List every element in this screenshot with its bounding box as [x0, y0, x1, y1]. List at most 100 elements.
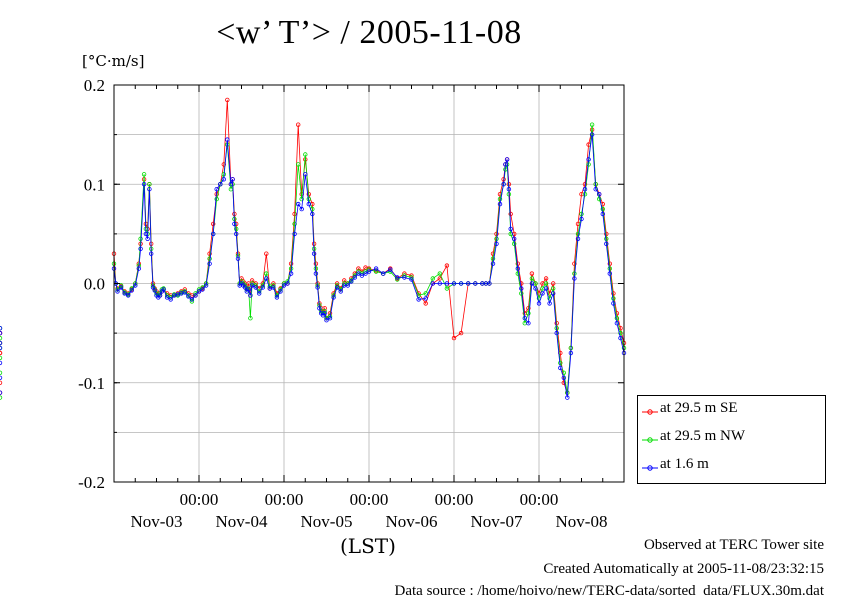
data-point — [547, 301, 552, 306]
data-point — [512, 236, 517, 241]
data-point — [0, 375, 3, 380]
y-axis-unit-label: [°C·m/s] — [82, 52, 145, 70]
chart-title: <w’ T’> / 2005-11-08 — [0, 14, 842, 52]
data-point — [503, 162, 508, 167]
data-point — [0, 326, 3, 331]
data-point — [125, 293, 131, 298]
data-point — [0, 360, 3, 366]
data-point — [322, 306, 327, 311]
data-point — [529, 276, 535, 281]
data-point — [497, 196, 503, 202]
x-day-label: Nov-03 — [131, 512, 183, 531]
data-point — [526, 311, 531, 316]
data-point — [264, 276, 269, 281]
data-point — [189, 297, 195, 302]
data-point — [402, 275, 407, 280]
data-point — [0, 335, 3, 341]
data-point — [203, 283, 209, 288]
data-point — [430, 281, 435, 286]
data-point — [515, 266, 520, 271]
data-point — [129, 288, 134, 293]
data-point — [168, 297, 173, 302]
data-point — [253, 285, 258, 290]
x-tick-time-label: 00:00 — [180, 490, 219, 509]
data-point — [618, 326, 623, 331]
data-point — [568, 350, 574, 356]
data-point — [593, 186, 598, 192]
data-point — [497, 201, 503, 207]
data-point — [285, 281, 290, 286]
y-tick-label: 0.2 — [84, 76, 105, 95]
data-point — [466, 281, 471, 286]
data-point — [230, 177, 235, 182]
data-point — [366, 269, 372, 274]
legend-marker-nw — [642, 437, 658, 443]
data-point — [322, 311, 327, 316]
data-point — [327, 316, 333, 321]
data-point — [614, 321, 620, 326]
axis-ticks: -0.2 -0.1 0.0 0.1 0.2 00:00 00:00 00:00 00:00 00:… — [78, 76, 624, 531]
data-point — [444, 263, 450, 268]
data-point — [233, 226, 239, 232]
data-point — [558, 365, 563, 371]
data-point — [338, 289, 343, 294]
data-point — [274, 295, 280, 300]
data-point — [533, 286, 538, 291]
legend-label-se: at 29.5 m SE — [660, 400, 738, 416]
x-axis-label: (LST) — [340, 534, 396, 558]
data-point — [147, 181, 152, 187]
data-point — [604, 241, 609, 246]
data-point — [0, 330, 3, 336]
series-layer — [0, 97, 627, 400]
data-point — [607, 271, 612, 276]
data-point — [501, 181, 506, 187]
data-point — [0, 370, 3, 375]
data-point — [303, 172, 308, 177]
data-point — [0, 380, 3, 385]
data-point — [0, 345, 3, 351]
legend-label-low: at 1.6 m — [660, 456, 709, 472]
data-point — [409, 277, 414, 282]
data-point — [536, 301, 542, 306]
data-point — [0, 395, 3, 400]
data-point — [193, 293, 198, 298]
data-point — [551, 281, 556, 286]
data-point — [490, 261, 496, 266]
data-point — [331, 295, 336, 300]
data-point — [423, 301, 428, 306]
data-point — [352, 275, 357, 280]
data-point — [618, 330, 623, 336]
data-point — [278, 289, 283, 294]
data-point — [529, 281, 535, 286]
data-point — [543, 281, 549, 286]
data-point — [575, 236, 581, 241]
data-point — [148, 251, 154, 256]
data-point — [207, 251, 212, 256]
x-tick-time-label: 00:00 — [435, 490, 474, 509]
data-point — [473, 281, 478, 286]
legend-label-nw: at 29.5 m NW — [660, 428, 745, 444]
data-point — [430, 276, 435, 281]
data-point — [264, 271, 269, 276]
y-tick-label: 0.0 — [84, 275, 105, 294]
data-point — [373, 269, 379, 274]
data-point — [458, 330, 464, 336]
data-point — [210, 221, 216, 227]
data-point — [303, 152, 308, 157]
chart-title-text: <w’ T’> / 2005-11-08 — [216, 14, 522, 51]
data-point — [388, 267, 393, 272]
data-point — [611, 301, 616, 306]
data-point — [164, 295, 170, 300]
data-point — [152, 288, 157, 293]
data-point — [143, 231, 149, 237]
data-point — [508, 226, 513, 232]
data-point — [0, 390, 3, 395]
data-point — [214, 186, 219, 192]
legend-item-se: at 29.5 m SE — [638, 400, 825, 422]
data-point — [221, 177, 226, 182]
data-point — [363, 271, 368, 276]
data-point — [565, 395, 570, 400]
x-day-label: Nov-04 — [216, 512, 268, 531]
data-point — [271, 285, 276, 290]
